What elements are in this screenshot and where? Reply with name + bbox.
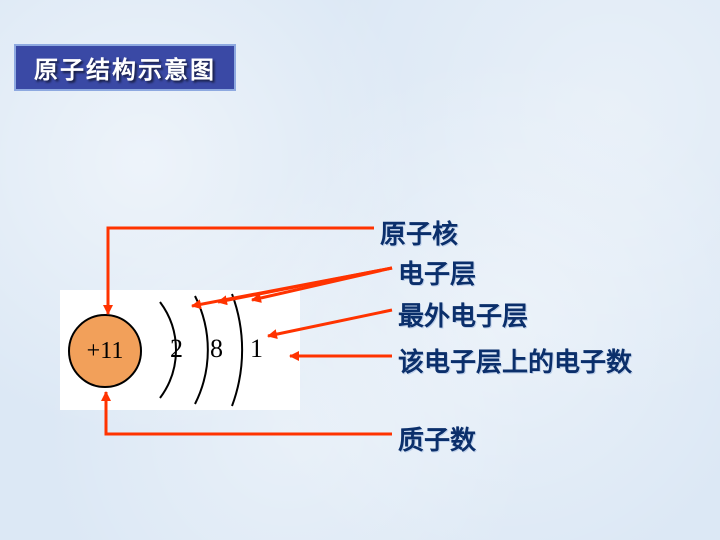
slide: 原子结构示意图 +11 2 8 1 原子核 电子层 最外电子层 该电子层上的电子… (0, 0, 720, 540)
atom-diagram: +11 2 8 1 (60, 290, 300, 410)
label-shell: 电子层 (398, 254, 476, 291)
label-nucleus: 原子核 (380, 214, 458, 251)
title-box: 原子结构示意图 (14, 44, 236, 91)
label-outermost: 最外电子层 (398, 296, 528, 333)
shell-arcs (60, 290, 300, 410)
title-text: 原子结构示意图 (34, 57, 216, 84)
label-electrons: 该电子层上的电子数 (398, 342, 632, 379)
label-protons: 质子数 (398, 420, 476, 457)
